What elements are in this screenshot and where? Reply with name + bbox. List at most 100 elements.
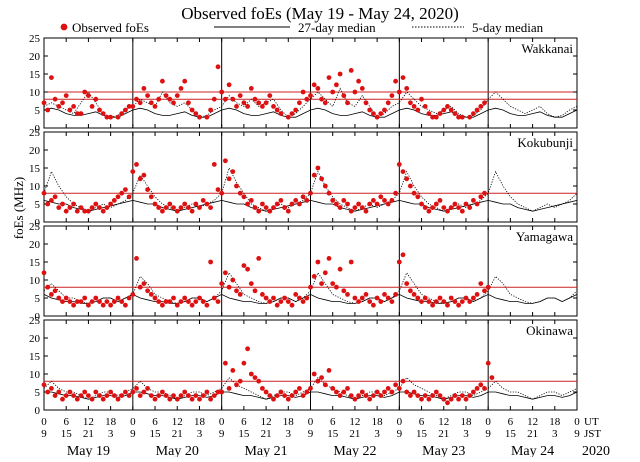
- observed-point: [419, 299, 424, 304]
- observed-point: [445, 400, 450, 406]
- observed-point: [230, 368, 236, 373]
- observed-point: [211, 295, 217, 301]
- observed-point: [374, 201, 380, 207]
- observed-point: [141, 281, 147, 286]
- observed-point: [448, 295, 454, 301]
- observed-point: [189, 107, 195, 113]
- ut-tick-label: 6: [152, 416, 158, 428]
- observed-point: [474, 386, 480, 391]
- observed-point: [126, 295, 132, 301]
- observed-point: [437, 393, 443, 398]
- observed-point: [348, 259, 354, 265]
- observed-point: [119, 393, 125, 398]
- observed-point: [134, 162, 139, 167]
- observed-point: [474, 201, 480, 207]
- observed-point: [260, 386, 265, 391]
- observed-point: [126, 194, 132, 200]
- observed-point: [445, 302, 450, 308]
- observed-point: [393, 292, 398, 297]
- observed-point: [123, 389, 128, 395]
- jst-tick-label: 3: [552, 428, 558, 440]
- observed-point: [374, 295, 380, 301]
- ut-tick-label: 0: [574, 416, 580, 428]
- observed-point: [256, 378, 262, 384]
- observed-point: [274, 107, 280, 113]
- observed-point: [437, 198, 443, 203]
- jst-tag: JST: [584, 428, 601, 440]
- observed-point: [326, 75, 332, 80]
- observed-point: [363, 393, 369, 398]
- jst-tick-label: 15: [238, 428, 250, 440]
- observed-point: [178, 393, 184, 398]
- observed-point: [385, 201, 391, 207]
- observed-point: [130, 104, 136, 109]
- observed-point: [374, 389, 380, 395]
- observed-point: [100, 396, 106, 402]
- jst-tick-label: 15: [61, 428, 73, 440]
- observed-point: [152, 201, 158, 207]
- observed-point: [274, 201, 280, 207]
- observed-point: [319, 375, 324, 380]
- observed-point: [356, 299, 361, 304]
- observed-point: [237, 93, 243, 98]
- observed-point: [148, 100, 154, 106]
- observed-point: [167, 96, 173, 102]
- observed-point: [63, 295, 69, 301]
- observed-point: [82, 89, 88, 95]
- observed-point: [426, 299, 432, 304]
- observed-point: [234, 104, 239, 109]
- observed-point: [126, 393, 132, 398]
- observed-point: [197, 396, 202, 402]
- observed-point: [111, 299, 117, 304]
- observed-point: [408, 100, 413, 106]
- observed-point: [219, 190, 225, 196]
- observed-point: [241, 194, 247, 200]
- observed-point: [308, 386, 313, 391]
- observed-point: [193, 111, 199, 116]
- observed-point: [404, 176, 410, 182]
- observed-point: [422, 104, 428, 109]
- observed-point: [141, 86, 147, 91]
- y-tick-label: 20: [29, 51, 41, 63]
- observed-point: [293, 107, 299, 113]
- observed-point: [104, 393, 110, 398]
- ut-tag: UT: [584, 416, 599, 428]
- observed-point: [163, 393, 169, 398]
- observed-point: [248, 371, 254, 377]
- observed-point: [430, 393, 435, 398]
- observed-point: [433, 299, 439, 304]
- observed-point: [223, 96, 228, 102]
- observed-point: [204, 302, 210, 308]
- observed-point: [300, 89, 306, 95]
- panels-layer: 0 5 10 15 20 25 Wakkanai 0 5 10 15 20 25 Kokubunji 0 5 1…: [29, 33, 580, 459]
- observed-point: [478, 382, 484, 388]
- observed-point: [171, 393, 176, 398]
- observed-point: [226, 284, 232, 290]
- observed-point: [463, 201, 469, 207]
- observed-point: [52, 288, 58, 294]
- jst-tick-label: 15: [505, 428, 517, 440]
- observed-point: [363, 208, 369, 214]
- y-tick-label: 0: [35, 405, 41, 417]
- observed-point: [359, 205, 365, 211]
- observed-point: [489, 375, 495, 380]
- observed-point: [74, 299, 80, 304]
- observed-point: [356, 393, 361, 398]
- observed-point: [274, 302, 280, 308]
- panel-okinawa: 0 5 10 15 20 25 Okinawa: [29, 315, 578, 417]
- jst-tick-label: 15: [416, 428, 428, 440]
- series-median5-line: [43, 87, 578, 118]
- observed-point: [49, 292, 54, 297]
- observed-point: [67, 389, 73, 395]
- observed-point: [223, 360, 228, 366]
- ut-tick-label: 12: [349, 416, 360, 428]
- observed-point: [60, 299, 65, 304]
- observed-point: [93, 201, 99, 207]
- observed-point: [330, 386, 336, 391]
- observed-point: [219, 281, 225, 286]
- observed-point: [167, 396, 173, 402]
- observed-point: [171, 100, 176, 106]
- observed-point: [174, 93, 180, 98]
- y-tick-label: 10: [29, 275, 41, 287]
